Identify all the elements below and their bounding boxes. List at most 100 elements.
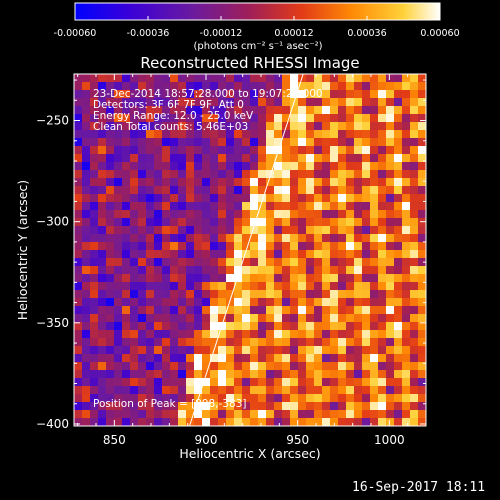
heatmap-cell (210, 322, 219, 331)
heatmap-cell (346, 114, 355, 123)
y-axis-ticks: −250−300−350−400 (36, 79, 426, 431)
heatmap-cell (314, 178, 323, 187)
heatmap-cell (378, 226, 387, 235)
heatmap-cell (322, 130, 331, 139)
heatmap-cell (154, 114, 163, 123)
y-tick-label: −250 (36, 114, 69, 128)
heatmap-cell (410, 370, 419, 379)
heatmap-cell (194, 346, 203, 355)
heatmap-cell (226, 106, 235, 115)
heatmap-cell (178, 250, 187, 259)
heatmap-cell (98, 386, 107, 395)
heatmap-cell (346, 98, 355, 107)
heatmap-cell (298, 234, 307, 243)
heatmap-cell (242, 410, 251, 419)
heatmap-cell (250, 74, 259, 83)
heatmap-cell (274, 106, 283, 115)
heatmap-cell (154, 98, 163, 107)
heatmap-cell (218, 114, 227, 123)
heatmap-cell (170, 362, 179, 371)
heatmap-cell (90, 362, 99, 371)
heatmap-cell (74, 394, 83, 403)
heatmap-cell (234, 354, 243, 363)
heatmap-cell (98, 418, 107, 426)
heatmap-cell (186, 178, 195, 187)
heatmap-cell (226, 130, 235, 139)
heatmap-cell (338, 170, 347, 179)
heatmap-cell (106, 202, 115, 211)
heatmap-cell (290, 298, 299, 307)
heatmap-cell (266, 266, 275, 275)
heatmap-cell (138, 322, 147, 331)
heatmap-cell (194, 258, 203, 267)
heatmap-cell (330, 330, 339, 339)
heatmap-cell (290, 362, 299, 371)
heatmap-cell (114, 98, 123, 107)
heatmap-cell (314, 122, 323, 131)
heatmap-cell (194, 106, 203, 115)
heatmap-cell (394, 266, 403, 275)
heatmap-cell (114, 258, 123, 267)
heatmap-cell (410, 394, 419, 403)
heatmap-cell (354, 194, 363, 203)
heatmap-cell (90, 242, 99, 251)
heatmap-cell (346, 338, 355, 347)
heatmap-cell (338, 122, 347, 131)
heatmap-cell (378, 202, 387, 211)
heatmap-cell (370, 394, 379, 403)
heatmap-cell (90, 322, 99, 331)
heatmap-cell (394, 378, 403, 387)
heatmap-cell (138, 346, 147, 355)
heatmap-cell (106, 210, 115, 219)
heatmap-cell (282, 130, 291, 139)
heatmap-cell (130, 306, 139, 315)
heatmap-cell (162, 162, 171, 171)
heatmap-cell (410, 298, 419, 307)
heatmap-cell (242, 346, 251, 355)
heatmap-cell (170, 114, 179, 123)
heatmap-cell (90, 298, 99, 307)
heatmap-cell (154, 298, 163, 307)
heatmap-cell (314, 234, 323, 243)
heatmap-cell (314, 250, 323, 259)
heatmap-cell (98, 82, 107, 91)
heatmap-cell (386, 330, 395, 339)
heatmap-cell (218, 362, 227, 371)
heatmap-cell (394, 346, 403, 355)
heatmap-cell (266, 82, 275, 91)
heatmap-cell (274, 346, 283, 355)
heatmap-cell (290, 402, 299, 411)
heatmap-cell (194, 114, 203, 123)
heatmap-cell (250, 282, 259, 291)
heatmap-cell (362, 98, 371, 107)
heatmap-cell (114, 106, 123, 115)
x-tick-label: 850 (103, 433, 126, 447)
heatmap-cell (354, 370, 363, 379)
heatmap-cell (370, 258, 379, 267)
heatmap-cell (378, 122, 387, 131)
heatmap-cell (386, 290, 395, 299)
heatmap-cell (210, 210, 219, 219)
heatmap-cell (82, 138, 91, 147)
heatmap-cell (146, 370, 155, 379)
heatmap-cell (122, 194, 131, 203)
heatmap-cell (98, 370, 107, 379)
heatmap-cell (242, 290, 251, 299)
heatmap-cell (418, 242, 426, 251)
heatmap-cell (378, 146, 387, 155)
heatmap-cell (298, 130, 307, 139)
heatmap-cell (378, 306, 387, 315)
heatmap-cell (354, 82, 363, 91)
heatmap-cell (362, 90, 371, 99)
heatmap-cell (290, 202, 299, 211)
heatmap-cell (418, 338, 426, 347)
heatmap-cell (106, 386, 115, 395)
heatmap-cell (410, 242, 419, 251)
heatmap-cell (82, 394, 91, 403)
heatmap-cell (186, 274, 195, 283)
heatmap-cell (130, 410, 139, 419)
heatmap-cell (290, 130, 299, 139)
heatmap-cell (234, 338, 243, 347)
heatmap-cell (266, 362, 275, 371)
heatmap-cell (282, 402, 291, 411)
